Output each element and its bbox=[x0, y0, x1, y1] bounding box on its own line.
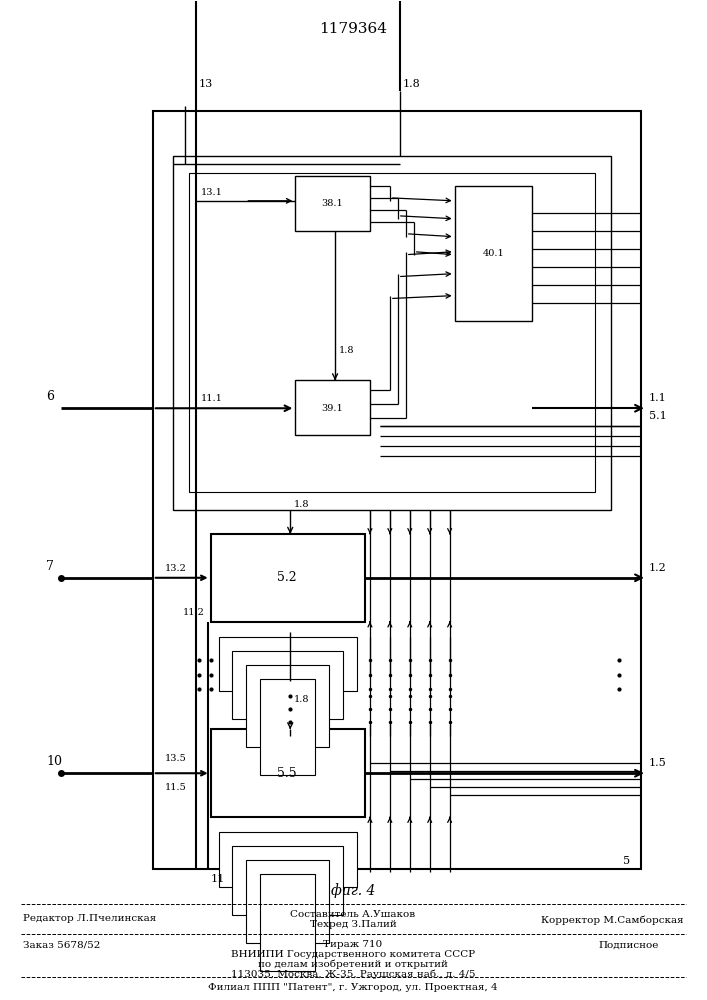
Text: 1.8: 1.8 bbox=[403, 79, 421, 89]
Text: 7: 7 bbox=[46, 560, 54, 573]
Bar bbox=[218, 832, 357, 887]
Bar bbox=[260, 679, 315, 775]
Text: Корректор М.Самборская: Корректор М.Самборская bbox=[541, 915, 684, 925]
Text: Тираж 710: Тираж 710 bbox=[323, 940, 382, 949]
Bar bbox=[296, 176, 370, 231]
Text: 39.1: 39.1 bbox=[321, 404, 343, 413]
Bar bbox=[247, 860, 329, 943]
Text: Филиал ППП "Патент", г. Ужгород, ул. Проектная, 4: Филиал ППП "Патент", г. Ужгород, ул. Про… bbox=[208, 983, 498, 992]
Bar bbox=[247, 665, 329, 747]
Text: 1179364: 1179364 bbox=[319, 22, 387, 36]
Text: 11: 11 bbox=[211, 874, 225, 884]
Text: 1.2: 1.2 bbox=[649, 563, 667, 573]
Bar bbox=[233, 846, 343, 915]
Text: 1.8: 1.8 bbox=[339, 346, 354, 355]
Bar bbox=[455, 186, 532, 320]
Text: 11.5: 11.5 bbox=[165, 783, 187, 792]
Text: 1.8: 1.8 bbox=[294, 695, 310, 704]
Text: ВНИИПИ Государственного комитета СССР: ВНИИПИ Государственного комитета СССР bbox=[231, 950, 475, 959]
Text: 1.5: 1.5 bbox=[649, 758, 667, 768]
Bar bbox=[233, 651, 343, 719]
Text: 113035, Москва, Ж-35, Раушская наб., д. 4/5: 113035, Москва, Ж-35, Раушская наб., д. … bbox=[230, 970, 475, 979]
Text: 10: 10 bbox=[46, 755, 62, 768]
Bar bbox=[218, 637, 357, 691]
Bar bbox=[153, 111, 641, 869]
Text: фиг. 4: фиг. 4 bbox=[331, 883, 375, 898]
Bar bbox=[189, 173, 595, 492]
Text: 38.1: 38.1 bbox=[321, 199, 343, 208]
Bar bbox=[296, 380, 370, 435]
Text: 5.2: 5.2 bbox=[277, 571, 297, 584]
Text: Редактор Л.Пчелинская: Редактор Л.Пчелинская bbox=[23, 914, 156, 923]
Text: 5: 5 bbox=[623, 856, 630, 866]
Bar bbox=[211, 534, 365, 622]
Bar bbox=[211, 729, 365, 817]
Text: 13: 13 bbox=[199, 79, 213, 89]
Text: Заказ 5678/52: Заказ 5678/52 bbox=[23, 940, 100, 949]
Bar bbox=[173, 156, 611, 510]
Text: 11.2: 11.2 bbox=[182, 608, 204, 617]
Text: Подписное: Подписное bbox=[598, 940, 659, 949]
Text: 40.1: 40.1 bbox=[483, 249, 504, 258]
Text: 13.2: 13.2 bbox=[165, 564, 187, 573]
Text: Техред З.Палий: Техред З.Палий bbox=[310, 920, 397, 929]
Text: 1.8: 1.8 bbox=[294, 500, 310, 509]
Text: по делам изобретений и открытий: по делам изобретений и открытий bbox=[258, 960, 448, 969]
Text: 5.1: 5.1 bbox=[649, 411, 667, 421]
Text: 6: 6 bbox=[46, 390, 54, 403]
Text: 1.1: 1.1 bbox=[649, 393, 667, 403]
Bar bbox=[260, 874, 315, 971]
Text: 11.1: 11.1 bbox=[201, 394, 223, 403]
Text: 5.5: 5.5 bbox=[277, 767, 297, 780]
Text: Составитель А.Ушаков: Составитель А.Ушаков bbox=[291, 910, 416, 919]
Text: 13.5: 13.5 bbox=[165, 754, 187, 763]
Text: 13.1: 13.1 bbox=[201, 188, 223, 197]
